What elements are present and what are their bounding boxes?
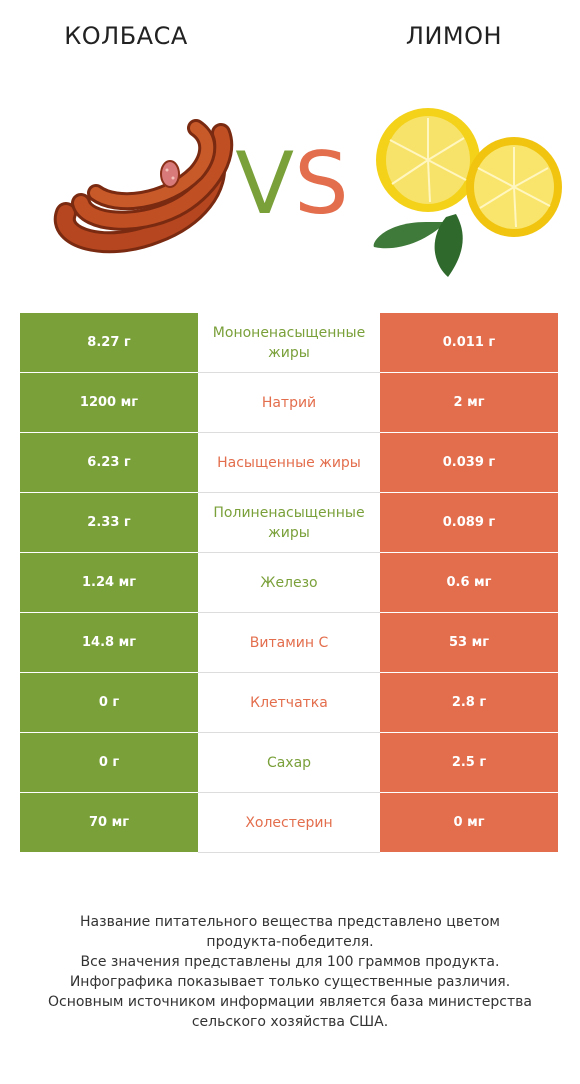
left-value: 1200 мг bbox=[20, 373, 198, 433]
right-value: 53 мг bbox=[380, 613, 558, 673]
nutrient-name: Мононенасыщенные жиры bbox=[198, 313, 380, 373]
left-value: 14.8 мг bbox=[20, 613, 198, 673]
nutrient-name: Холестерин bbox=[198, 793, 380, 853]
right-value: 0 мг bbox=[380, 793, 558, 853]
footer-line: продукта-победителя. bbox=[206, 934, 374, 950]
table-row: 8.27 г Мононенасыщенные жиры 0.011 г bbox=[20, 313, 558, 373]
footer-note: Название питательного вещества представл… bbox=[10, 912, 570, 1032]
table-row: 6.23 г Насыщенные жиры 0.039 г bbox=[20, 433, 558, 493]
nutrient-name: Клетчатка bbox=[198, 673, 380, 733]
right-value: 0.039 г bbox=[380, 433, 558, 493]
left-value: 6.23 г bbox=[20, 433, 198, 493]
right-value: 0.011 г bbox=[380, 313, 558, 373]
nutrient-name: Сахар bbox=[198, 733, 380, 793]
left-value: 0 г bbox=[20, 673, 198, 733]
footer-line: Все значения представлены для 100 граммо… bbox=[80, 954, 500, 970]
footer-line: Название питательного вещества представл… bbox=[80, 914, 500, 930]
sausage-image bbox=[53, 119, 234, 254]
table-row: 2.33 г Полиненасыщенные жиры 0.089 г bbox=[20, 493, 558, 553]
table-row: 1200 мг Натрий 2 мг bbox=[20, 373, 558, 433]
table-row: 14.8 мг Витамин C 53 мг bbox=[20, 613, 558, 673]
nutrient-name: Железо bbox=[198, 553, 380, 613]
left-value: 0 г bbox=[20, 733, 198, 793]
right-value: 0.089 г bbox=[380, 493, 558, 553]
left-value: 8.27 г bbox=[20, 313, 198, 373]
vs-label: VS bbox=[235, 134, 349, 234]
right-value: 2 мг bbox=[380, 373, 558, 433]
nutrient-name: Полиненасыщенные жиры bbox=[198, 493, 380, 553]
table-row: 1.24 мг Железо 0.6 мг bbox=[20, 553, 558, 613]
left-value: 1.24 мг bbox=[20, 553, 198, 613]
footer-line: Инфографика показывает только существенн… bbox=[69, 974, 511, 990]
footer-line: сельского хозяйства США. bbox=[191, 1014, 389, 1030]
table-row: 0 г Клетчатка 2.8 г bbox=[20, 673, 558, 733]
comparison-table: 8.27 г Мононенасыщенные жиры 0.011 г 1200 м… bbox=[20, 313, 558, 853]
right-value: 2.8 г bbox=[380, 673, 558, 733]
left-value: 70 мг bbox=[20, 793, 198, 853]
left-value: 2.33 г bbox=[20, 493, 198, 553]
right-product-title: ЛИМОН bbox=[405, 22, 503, 50]
table-row: 0 г Сахар 2.5 г bbox=[20, 733, 558, 793]
nutrient-name: Витамин C bbox=[198, 613, 380, 673]
table-row: 70 мг Холестерин 0 мг bbox=[20, 793, 558, 853]
right-value: 2.5 г bbox=[380, 733, 558, 793]
right-value: 0.6 мг bbox=[380, 553, 558, 613]
lemon-image bbox=[373, 108, 562, 277]
footer-line: Основным источником информации является … bbox=[48, 994, 532, 1010]
left-product-title: КОЛБАСА bbox=[64, 22, 188, 50]
nutrient-name: Натрий bbox=[198, 373, 380, 433]
nutrient-name: Насыщенные жиры bbox=[198, 433, 380, 493]
